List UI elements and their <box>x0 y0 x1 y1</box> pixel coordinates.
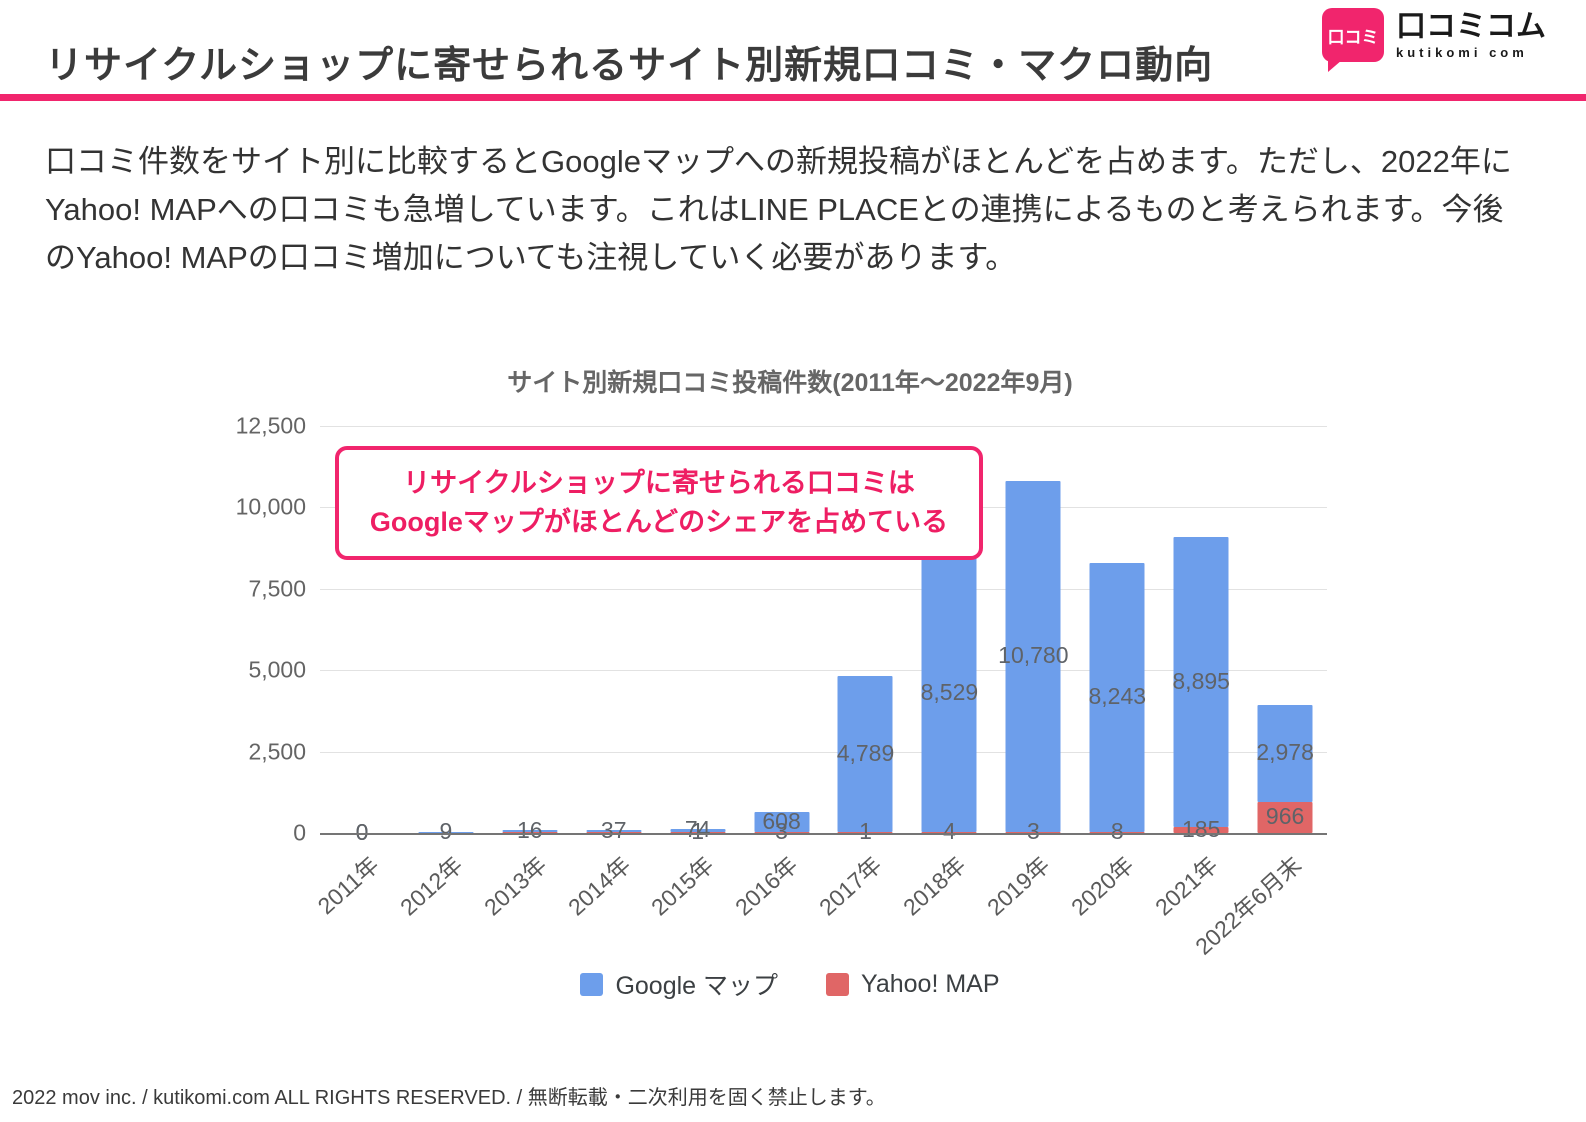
header-divider <box>0 94 1586 101</box>
y-axis-tick-label: 7,500 <box>248 575 306 602</box>
chart-legend: Google マップ Yahoo! MAP <box>230 966 1350 1002</box>
logo-icon-text: 口コミ <box>1327 27 1379 47</box>
google-value-label: 8,243 <box>1088 683 1147 710</box>
legend-item: Google マップ <box>580 966 778 1002</box>
yahoo-map-bar <box>502 831 558 833</box>
google-map-bar <box>670 829 726 832</box>
google-value-label: 10,780 <box>998 642 1069 669</box>
x-axis-tick-label: 2015年 <box>646 851 720 921</box>
x-axis-line <box>320 833 1327 835</box>
annotation-callout: リサイクルショップに寄せられる口コミは Googleマップがほとんどのシェアを占… <box>335 446 983 561</box>
bar-group: 8,529 4 2018年 <box>898 426 991 920</box>
google-map-bar <box>837 675 893 832</box>
legend-swatch-icon <box>826 972 850 996</box>
google-map-bar <box>1089 563 1145 832</box>
bar-columns: 0 0 2011年 9 2012年 16 2013年 37 2014年 74 1 2015年 608 3 2… <box>312 426 1327 960</box>
yahoo-map-bar <box>1173 826 1229 833</box>
intro-paragraph: 口コミ件数をサイト別に比較するとGoogleマップへの新規投稿がほとんどを占めま… <box>45 144 1512 276</box>
logo-text: 口コミコム kutikomi com <box>1396 10 1546 60</box>
y-axis-tick-label: 0 <box>293 819 306 846</box>
bar-group: 37 2014年 <box>563 426 656 920</box>
x-axis-tick-label: 2012年 <box>394 851 468 921</box>
google-value-label: 0 <box>355 819 369 845</box>
y-axis-tick-label: 12,500 <box>235 412 306 439</box>
x-axis-tick-label: 2013年 <box>478 851 552 921</box>
gridline <box>320 670 1327 672</box>
chart-title: サイト別新規口コミ投稿件数(2011年〜2022年9月) <box>507 369 1073 397</box>
yahoo-map-bar <box>1005 831 1061 833</box>
google-map-bar <box>1173 537 1229 827</box>
x-axis-tick-label: 2020年 <box>1066 851 1139 921</box>
google-value-label: 74 <box>684 816 711 843</box>
legend-swatch-icon <box>580 972 604 996</box>
speech-bubble-icon: 口コミ <box>1322 8 1384 72</box>
x-axis-tick-label: 2014年 <box>562 851 636 921</box>
yahoo-map-bar <box>921 831 977 833</box>
x-axis-tick-label: 2018年 <box>898 851 971 921</box>
bar-group: 0 0 2011年 <box>312 426 404 919</box>
x-axis-tick-label: 2011年 <box>312 851 384 920</box>
yahoo-value-label: 1 <box>859 818 872 845</box>
gridline <box>320 751 1327 753</box>
bar-chart: サイト別新規口コミ投稿件数(2011年〜2022年9月) 12,500 10,00… <box>230 358 1350 1020</box>
yahoo-value-label: 4 <box>943 818 956 845</box>
google-value-label: 16 <box>517 816 543 843</box>
logo-name: 口コミコム <box>1396 9 1546 43</box>
page-title: リサイクルショップに寄せられるサイト別新規口コミ・マクロ動向 <box>45 45 1214 87</box>
yahoo-map-bar <box>670 831 726 833</box>
yahoo-value-label: 3 <box>775 818 788 845</box>
yahoo-value-label: 8 <box>1110 818 1124 845</box>
plot-area: 12,500 10,000 7,500 5,000 2,500 0 0 0 2011年 9 2012… <box>236 413 1327 960</box>
y-axis-tick-label: 10,000 <box>235 493 306 520</box>
logo-subtitle: kutikomi com <box>1396 44 1528 60</box>
x-axis-tick-label: 2017年 <box>814 851 887 921</box>
google-map-bar <box>1005 480 1061 832</box>
annotation-line-1: リサイクルショップに寄せられる口コミは <box>403 468 915 498</box>
google-value-label: 37 <box>600 816 627 843</box>
google-map-bar <box>921 553 977 832</box>
google-map-bar <box>418 831 474 833</box>
yahoo-value-label: 185 <box>1181 815 1221 842</box>
y-axis-tick-label: 2,500 <box>248 738 306 765</box>
bar-group: 2,978 966 2022年6月末 <box>1190 426 1327 960</box>
google-map-bar <box>754 811 810 832</box>
legend-label: Yahoo! MAP <box>861 969 1000 998</box>
google-map-bar <box>586 830 642 832</box>
google-value-label: 608 <box>762 807 801 834</box>
yahoo-value-label: 0 <box>355 819 369 845</box>
google-map-bar <box>1257 704 1313 802</box>
yahoo-value-label: 3 <box>1026 818 1040 845</box>
bar-group: 4,789 1 2017年 <box>814 426 908 920</box>
legend-label: Google マップ <box>615 972 779 1000</box>
google-value-label: 2,978 <box>1256 739 1314 766</box>
yahoo-map-bar <box>754 831 810 833</box>
x-axis-tick-label: 2016年 <box>730 851 803 921</box>
kutikomi-logo: 口コミ 口コミコム kutikomi com <box>1322 8 1546 72</box>
google-value-label: 8,895 <box>1172 668 1230 695</box>
yahoo-map-bar <box>837 831 893 833</box>
gridline <box>320 588 1327 590</box>
yahoo-value-label: 966 <box>1265 803 1305 830</box>
legend-item: Yahoo! MAP <box>826 970 1000 999</box>
bar-group: 16 2013年 <box>479 426 572 920</box>
bar-group: 608 3 2016年 <box>730 426 824 920</box>
gridline <box>320 426 1327 427</box>
google-value-label: 9 <box>439 818 453 845</box>
x-axis-tick-label: 2019年 <box>982 851 1055 921</box>
copyright-footer: 2022 mov inc. / kutikomi.com ALL RIGHTS … <box>12 1087 886 1109</box>
yahoo-map-bar <box>586 831 642 833</box>
yahoo-value-label: 1 <box>691 818 705 845</box>
bar-group: 8,243 8 2020年 <box>1066 426 1159 920</box>
google-value-label: 8,529 <box>920 678 979 705</box>
y-axis-tick-label: 5,000 <box>248 656 306 683</box>
annotation-line-2: Googleマップがほとんどのシェアを占めている <box>369 507 949 538</box>
bar-group: 10,780 3 2019年 <box>982 426 1075 920</box>
google-value-label: 4,789 <box>836 739 895 766</box>
bar-group: 8,895 185 2021年 <box>1150 426 1243 920</box>
yahoo-map-bar <box>1089 831 1145 833</box>
yahoo-map-bar <box>1257 801 1313 833</box>
bar-group: 74 1 2015年 <box>647 426 740 920</box>
bar-group: 9 2012年 <box>395 426 488 920</box>
google-map-bar <box>502 830 558 832</box>
